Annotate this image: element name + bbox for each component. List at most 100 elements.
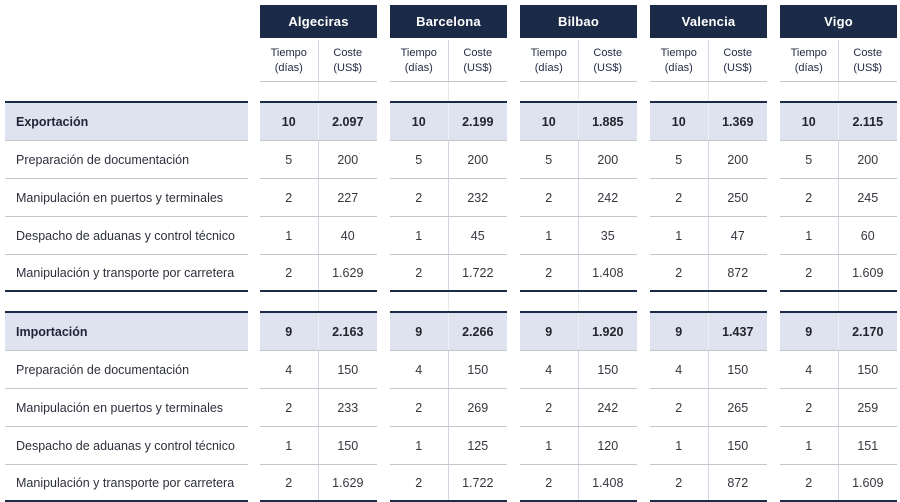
row-label: Manipulación y transporte por carretera xyxy=(5,464,248,502)
section-header-row: Exportación 10 2.097 10 2.199 10 1.885 10 1.369 1… xyxy=(0,101,900,140)
time-value-cell: 5 xyxy=(780,141,839,178)
gap-time-cell xyxy=(780,82,839,101)
cost-value-cell: 47 xyxy=(730,228,745,243)
column-headers-group: Tiempo (días) Coste (US$) xyxy=(390,40,507,82)
value-group: 9 2.163 xyxy=(260,311,377,350)
time-header-word: Tiempo xyxy=(660,47,697,60)
time-value-cell: 2 xyxy=(780,179,839,216)
value-group: 2 1.722 xyxy=(390,464,507,502)
value-group: 4 150 xyxy=(260,350,377,388)
value-group: 1 120 xyxy=(520,426,637,464)
time-column-header: Tiempo (días) xyxy=(260,40,319,81)
value-group: 2 1.629 xyxy=(260,464,377,502)
table-row: Manipulación en puertos y terminales 2 227… xyxy=(0,178,900,216)
cost-header-word: Coste xyxy=(723,47,753,60)
time-header-unit: (días) xyxy=(664,61,693,74)
time-column-header: Tiempo (días) xyxy=(520,40,579,81)
cost-value-cell: 872 xyxy=(727,475,749,490)
gap-group xyxy=(260,82,377,101)
time-value-cell: 1 xyxy=(650,217,709,254)
value-group: 1 45 xyxy=(390,216,507,254)
cost-value-cell: 259 xyxy=(857,400,879,415)
cost-value-cell: 245 xyxy=(857,190,879,205)
column-header-row: Tiempo (días) Coste (US$) Tiempo (días) … xyxy=(0,40,900,82)
value-group: 2 872 xyxy=(650,254,767,292)
gap-group xyxy=(260,292,377,311)
value-group: 10 1.369 xyxy=(650,101,767,140)
value-group: 1 60 xyxy=(780,216,897,254)
cost-value-cell: 1.408 xyxy=(592,475,624,490)
cost-value-cell: 242 xyxy=(597,400,619,415)
time-value-cell: 2 xyxy=(650,389,709,426)
row-label: Despacho de aduanas y control técnico xyxy=(5,426,248,464)
time-value-cell: 2 xyxy=(390,179,449,216)
time-value-cell: 2 xyxy=(260,465,319,500)
time-value-cell: 1 xyxy=(520,217,579,254)
gap-time-cell xyxy=(650,292,709,311)
gap-group xyxy=(390,292,507,311)
gap-time-cell xyxy=(260,82,319,101)
time-value-cell: 2 xyxy=(650,255,709,290)
gap-group xyxy=(520,292,637,311)
cost-header-unit: (US$) xyxy=(333,61,363,74)
table-row: Despacho de aduanas y control técnico 1 15… xyxy=(0,426,900,464)
cost-header-unit: (US$) xyxy=(853,61,883,74)
cost-value-cell: 200 xyxy=(727,152,749,167)
gap-time-cell xyxy=(520,292,579,311)
value-group: 2 1.408 xyxy=(520,254,637,292)
cost-header-word: Coste xyxy=(333,47,363,60)
gap-time-cell xyxy=(520,82,579,101)
time-value-cell: 5 xyxy=(390,141,449,178)
value-group: 1 125 xyxy=(390,426,507,464)
value-group: 2 245 xyxy=(780,178,897,216)
value-group: 5 200 xyxy=(650,140,767,178)
cost-value-cell: 150 xyxy=(337,438,359,453)
time-value-cell: 1 xyxy=(390,217,449,254)
port-header-row: Algeciras Barcelona Bilbao Valencia Vigo xyxy=(0,5,900,38)
time-header-word: Tiempo xyxy=(400,47,437,60)
cost-value-cell: 200 xyxy=(857,152,879,167)
value-group: 2 1.609 xyxy=(780,464,897,502)
cost-value-cell: 200 xyxy=(597,152,619,167)
time-value-cell: 4 xyxy=(520,351,579,388)
row-label: Despacho de aduanas y control técnico xyxy=(5,216,248,254)
time-header-unit: (días) xyxy=(274,61,303,74)
time-header-unit: (días) xyxy=(404,61,433,74)
gap-time-cell xyxy=(390,292,449,311)
gap-group xyxy=(390,82,507,101)
cost-value-cell: 872 xyxy=(727,265,749,280)
cost-value-cell: 1.920 xyxy=(592,324,624,339)
cost-value-cell: 125 xyxy=(467,438,489,453)
cost-value-cell: 35 xyxy=(600,228,615,243)
cost-header-unit: (US$) xyxy=(593,61,623,74)
time-value-cell: 5 xyxy=(260,141,319,178)
gap-time-cell xyxy=(780,292,839,311)
cost-header-unit: (US$) xyxy=(723,61,753,74)
corner-cell xyxy=(5,40,248,82)
time-header-word: Tiempo xyxy=(270,47,307,60)
time-value-cell: 10 xyxy=(520,103,579,140)
cost-column-header: Coste (US$) xyxy=(319,40,378,81)
gap-cost-cell xyxy=(319,82,378,101)
gap-cost-cell xyxy=(579,292,638,311)
cost-value-cell: 60 xyxy=(860,228,875,243)
cost-value-cell: 227 xyxy=(337,190,359,205)
gap-group xyxy=(650,82,767,101)
time-header-word: Tiempo xyxy=(530,47,567,60)
time-value-cell: 2 xyxy=(520,389,579,426)
gap-cost-cell xyxy=(839,82,898,101)
gap-group xyxy=(780,82,897,101)
cost-header-word: Coste xyxy=(463,47,493,60)
gap-cell xyxy=(5,82,248,101)
time-header-word: Tiempo xyxy=(790,47,827,60)
gap-time-cell xyxy=(260,292,319,311)
time-value-cell: 4 xyxy=(780,351,839,388)
cost-value-cell: 120 xyxy=(597,438,619,453)
gap-cost-cell xyxy=(839,292,898,311)
value-group: 5 200 xyxy=(390,140,507,178)
cost-value-cell: 232 xyxy=(467,190,489,205)
cost-value-cell: 200 xyxy=(467,152,489,167)
corner-cell xyxy=(5,5,248,38)
table-row: Manipulación y transporte por carretera 2… xyxy=(0,254,900,292)
column-headers-group: Tiempo (días) Coste (US$) xyxy=(520,40,637,82)
